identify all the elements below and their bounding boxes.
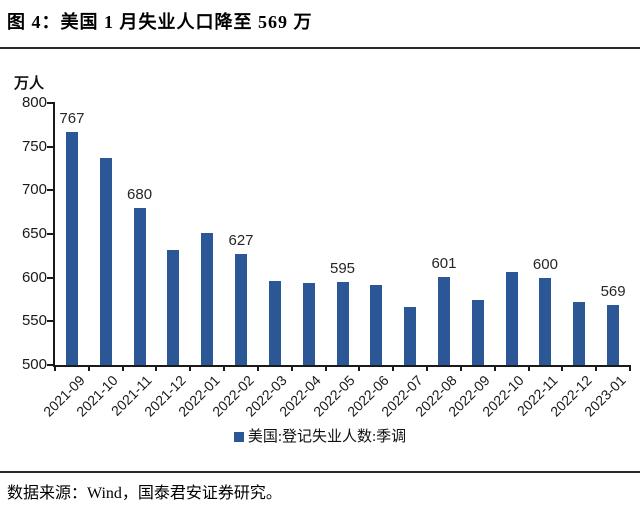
x-axis-tick-mark: [493, 365, 496, 371]
x-axis-tick-mark: [629, 365, 631, 371]
y-axis-tick-mark: [47, 189, 55, 192]
bar: [573, 302, 586, 365]
bar-value-label: 627: [228, 232, 254, 250]
y-axis-tick-mark: [47, 233, 55, 235]
y-axis-tick-label: 550: [21, 312, 47, 330]
x-axis-tick-mark: [358, 365, 361, 371]
bar: [404, 306, 417, 365]
y-axis-tick-mark: [47, 276, 55, 279]
bar: [471, 299, 484, 365]
bar: [201, 233, 214, 365]
bar: [539, 277, 552, 365]
bar-value-label: 601: [431, 254, 457, 272]
bar: [268, 281, 281, 365]
data-source-note: 数据来源：Wind，国泰君安证券研究。: [7, 485, 282, 502]
footer-divider-line: [0, 471, 640, 473]
x-axis-tick-mark: [392, 365, 395, 371]
x-axis-tick-mark: [561, 365, 564, 371]
bar: [235, 254, 248, 365]
x-axis-tick-mark: [324, 365, 327, 371]
bar: [65, 131, 78, 365]
x-axis-tick-mark: [121, 365, 124, 371]
x-axis-ticks: [54, 365, 631, 371]
x-axis-tick-mark: [256, 365, 259, 371]
bar: [607, 304, 620, 365]
bar-value-label: 680: [127, 185, 153, 203]
y-axis-tick-mark: [47, 102, 55, 104]
x-axis-tick-mark: [595, 365, 598, 371]
x-axis-tick-mark: [223, 365, 226, 371]
y-axis-tick-label: 750: [21, 137, 47, 155]
plot-area: 500 550 600 650 700 750 800 767 2021-09 2021-10 68…: [22, 94, 631, 420]
y-axis-tick-label: 650: [21, 225, 47, 242]
y-axis-unit-label: 万人: [14, 76, 45, 92]
x-axis-tick-mark: [155, 365, 158, 371]
x-axis-tick-mark: [527, 365, 530, 371]
y-axis-tick-mark: [47, 145, 55, 148]
bar-value-label: 767: [59, 109, 85, 127]
y-axis-tick-label: 800: [21, 94, 47, 111]
bar: [167, 249, 180, 365]
x-axis-tick-mark: [189, 365, 192, 371]
y-axis-tick-label: 500: [21, 356, 47, 373]
bar: [336, 282, 349, 365]
legend-label: 美国:登记失业人数:季调: [247, 429, 407, 445]
legend-swatch: [233, 432, 244, 442]
chart-legend: 美国:登记失业人数:季调: [0, 428, 640, 446]
x-axis-tick-mark: [290, 365, 293, 371]
title-divider-line: [0, 47, 640, 49]
bar: [99, 158, 112, 365]
x-axis-tick-mark: [459, 365, 462, 371]
figure-title: 图 4：美国 1 月失业人口降至 569 万: [7, 12, 313, 32]
y-axis-tick-mark: [47, 320, 55, 323]
bar: [133, 207, 146, 365]
bar-value-label: 569: [600, 282, 626, 300]
x-axis-tick-mark: [87, 365, 90, 371]
x-axis-tick-mark: [54, 365, 56, 371]
bar: [505, 272, 518, 365]
y-axis-tick-mark: [47, 364, 55, 366]
bar: [437, 276, 450, 365]
bar: [370, 284, 383, 365]
y-axis-tick-label: 600: [21, 268, 47, 286]
bar-value-label: 600: [532, 255, 558, 273]
y-axis-tick-label: 700: [21, 181, 47, 199]
bar-value-label: 595: [329, 260, 356, 278]
x-axis-tick-mark: [426, 365, 429, 371]
bar: [302, 282, 315, 365]
